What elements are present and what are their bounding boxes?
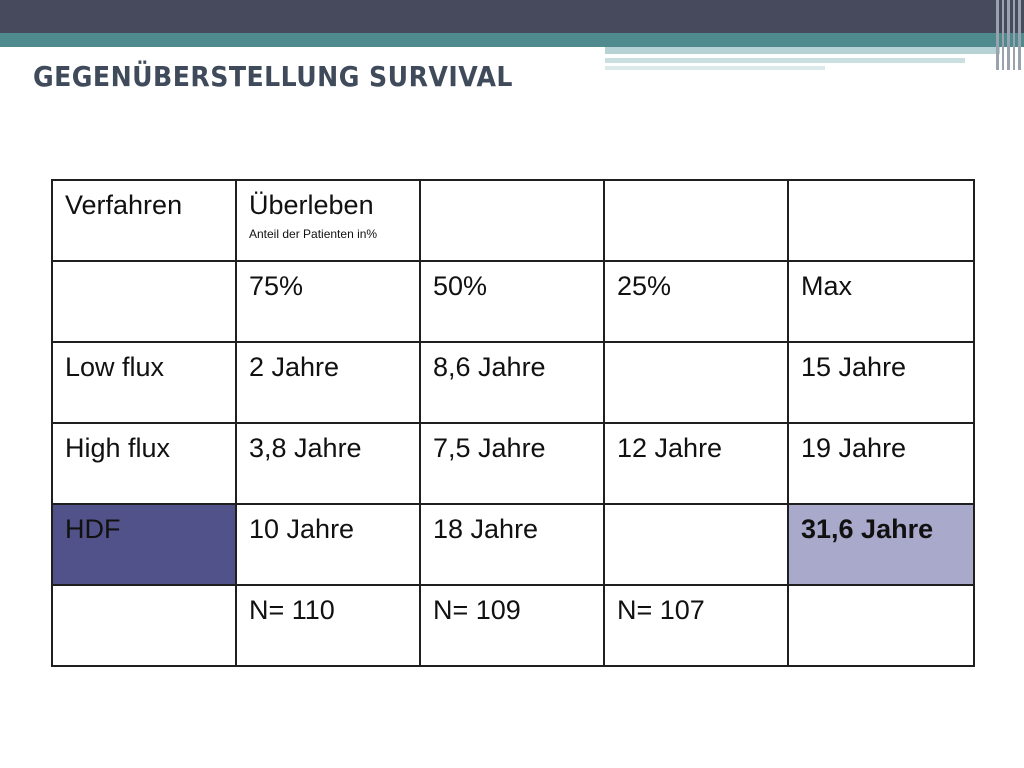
row-label-low-flux: Low flux [51,341,237,424]
slide-title: GEGENÜBERSTELLUNG SURVIVAL [33,60,513,93]
sample-size-cell: N= 107 [603,584,789,667]
table-cell [603,503,789,586]
table-cell: 7,5 Jahre [419,422,605,505]
table-cell: 8,6 Jahre [419,341,605,424]
table-cell: 19 Jahre [787,422,975,505]
table-cell: 2 Jahre [235,341,421,424]
percent-cell-75: 75% [235,260,421,343]
sample-size-cell: N= 109 [419,584,605,667]
table-cell [787,584,975,667]
table-cell: 3,8 Jahre [235,422,421,505]
table-cell: 15 Jahre [787,341,975,424]
percent-cell-max: Max [787,260,975,343]
table-cell [419,179,605,262]
header-band-dark [0,0,1024,33]
percent-row: 75% 50% 25% Max [51,260,975,343]
table-row-hdf: HDF 10 Jahre 18 Jahre 31,6 Jahre [51,503,975,586]
table-cell [51,260,237,343]
header-cell-verfahren: Verfahren [51,179,237,262]
header-stripe [605,58,965,63]
header-sub-label: Anteil der Patienten in% [249,227,378,241]
hdf-max-cell: 31,6 Jahre [787,503,975,586]
sample-size-cell: N= 110 [235,584,421,667]
table-cell [787,179,975,262]
header-stripe [605,47,1000,54]
header-main-label: Überleben [249,190,374,220]
sample-size-row: N= 110 N= 109 N= 107 [51,584,975,667]
header-cell-ueberleben: Überleben Anteil der Patienten in% [235,179,421,262]
header-edge-lines [994,0,1024,70]
table-row-high-flux: High flux 3,8 Jahre 7,5 Jahre 12 Jahre 1… [51,422,975,505]
header-band-teal [0,33,1024,47]
table-row-low-flux: Low flux 2 Jahre 8,6 Jahre 15 Jahre [51,341,975,424]
table-header-row: Verfahren Überleben Anteil der Patienten… [51,179,975,262]
table-cell [51,584,237,667]
table-cell [603,179,789,262]
table-cell: 18 Jahre [419,503,605,586]
table-cell: 10 Jahre [235,503,421,586]
percent-cell-25: 25% [603,260,789,343]
survival-table: Verfahren Überleben Anteil der Patienten… [51,179,975,667]
header-stripe [605,66,825,70]
table-cell [603,341,789,424]
row-label-hdf: HDF [51,503,237,586]
percent-cell-50: 50% [419,260,605,343]
row-label-high-flux: High flux [51,422,237,505]
table-cell: 12 Jahre [603,422,789,505]
